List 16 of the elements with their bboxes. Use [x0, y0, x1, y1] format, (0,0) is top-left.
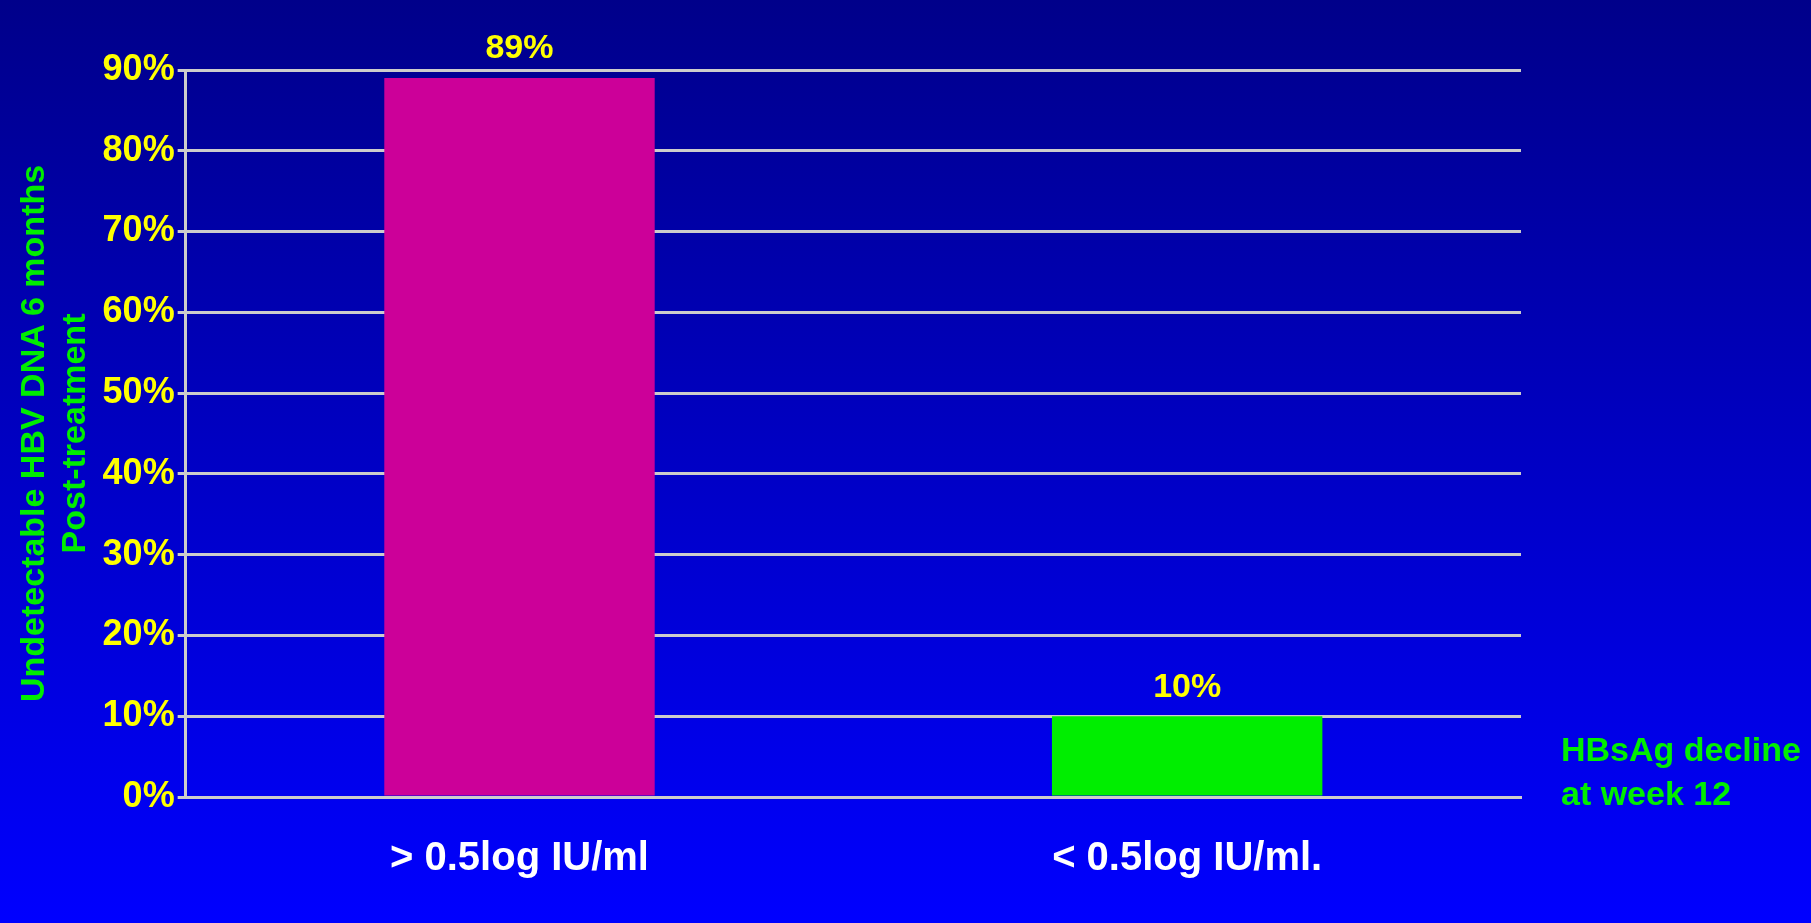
y-tick-label: 40%: [102, 450, 175, 492]
y-tick-label: 30%: [102, 531, 175, 573]
data-label: 89%: [485, 27, 554, 66]
y-tick-label: 70%: [102, 208, 175, 250]
x-tick-label: > 0.5log IU/ml: [390, 834, 649, 879]
y-tick-label: 20%: [102, 612, 175, 654]
y-tick-label: 50%: [102, 370, 175, 412]
y-tick-label: 80%: [102, 127, 175, 169]
y-axis-title: Undetectable HBV DNA 6 months Post-treatment: [12, 164, 92, 703]
data-label: 10%: [1153, 665, 1222, 704]
x-tick-label: < 0.5log IU/ml.: [1052, 834, 1323, 879]
y-tick-label: 60%: [102, 289, 175, 331]
x-axis-title: HBsAg decline at week 12: [1561, 730, 1801, 813]
y-tick-label: 90%: [102, 46, 175, 88]
y-tick-label: 0%: [122, 773, 175, 815]
y-tick-label: 10%: [102, 693, 175, 735]
